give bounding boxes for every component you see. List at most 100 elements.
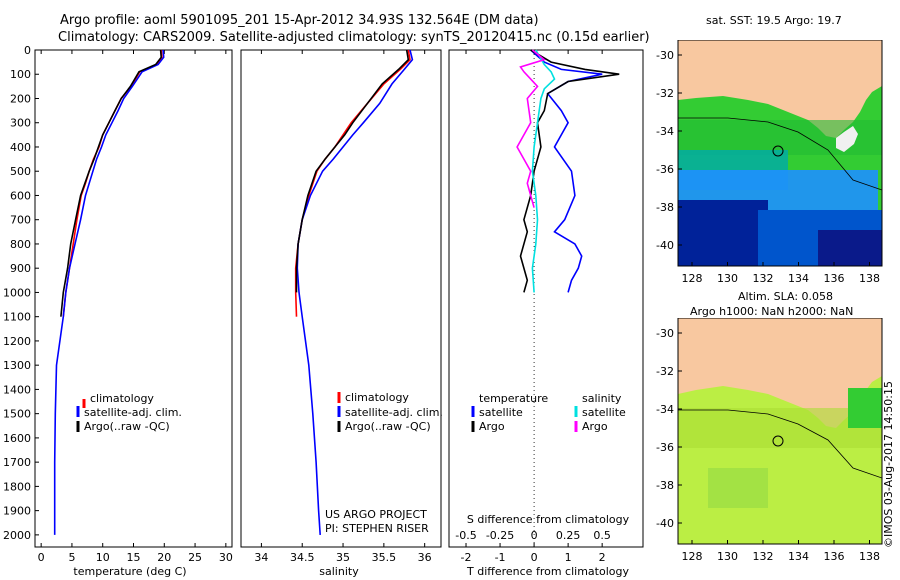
temp-ytick-label: 900 — [10, 262, 31, 275]
map1-ytick-label: -38 — [656, 201, 674, 214]
diff-x2tick-label: 0.25 — [556, 529, 581, 542]
salinity-plot-frame — [240, 49, 442, 548]
sal-legend-satellite: satellite-adj. clim. — [345, 406, 443, 419]
sal-legend-argo: Argo(..raw -QC) — [345, 420, 431, 433]
map1-xtick-label: 138 — [859, 272, 880, 285]
map1-xtick-label: 132 — [753, 272, 774, 285]
map2-title-line2: Argo h1000: NaN h2000: NaN — [690, 305, 854, 318]
map1-xtick-label: 134 — [788, 272, 809, 285]
map1-ytick-label: -34 — [656, 125, 674, 138]
temp-legend-satellite: satellite-adj. clim. — [84, 406, 182, 419]
temp-ytick-label: 400 — [10, 141, 31, 154]
salinity-x-label: salinity — [319, 565, 359, 578]
map1-xtick-label: 128 — [682, 272, 703, 285]
map2-xtick-label: 138 — [859, 550, 880, 563]
diff-xtick-label: -2 — [461, 551, 472, 564]
temp-legend-climatology: climatology — [90, 392, 154, 405]
temp-ytick-label: 1300 — [3, 359, 31, 372]
map2-xtick-label: 130 — [717, 550, 738, 563]
pi-annotation: PI: STEPHEN RISER — [325, 522, 429, 535]
sla-map: -30 -32 -34 -36 -38 -40 128 130 132 134 136 138 — [656, 318, 883, 563]
temp-ytick-label: 1600 — [3, 432, 31, 445]
sal-xtick-label: 35 — [336, 551, 350, 564]
temp-xtick-label: 5 — [68, 551, 75, 564]
temp-xtick-label: 15 — [127, 551, 141, 564]
sal-xtick-label: 35.5 — [372, 551, 397, 564]
diff-legend-sal-satellite: satellite — [582, 406, 626, 419]
temp-ytick-label: 1500 — [3, 408, 31, 421]
map1-ytick-label: -30 — [656, 49, 674, 62]
map1-ytick-label: -32 — [656, 87, 674, 100]
map2-xtick-label: 132 — [753, 550, 774, 563]
diff-xtick-label: -1 — [495, 551, 506, 564]
diff-legend-temp-argo: Argo — [479, 420, 505, 433]
salinity-legend: climatology satellite-adj. clim. Argo(..… — [337, 391, 443, 433]
temp-ytick-label: 1700 — [3, 456, 31, 469]
map1-ytick-label: -40 — [656, 239, 674, 252]
figure-title-line2: Climatology: CARS2009. Satellite-adjuste… — [58, 30, 650, 45]
sal-xtick-label: 34.5 — [290, 551, 315, 564]
map2-ytick-label: -34 — [656, 403, 674, 416]
temp-series-2 — [60, 49, 163, 317]
sal-legend-climatology: climatology — [345, 391, 409, 404]
s-difference-label: S difference from climatology — [467, 513, 630, 526]
diff-legend-salinity-title: salinity — [582, 392, 622, 405]
diff-series-3 — [516, 49, 546, 208]
temp-ytick-label: 0 — [24, 44, 31, 57]
diff-series-1 — [519, 49, 620, 293]
temp-ytick-label: 200 — [10, 92, 31, 105]
temp-xtick-label: 30 — [219, 551, 233, 564]
temp-xtick-label: 0 — [38, 551, 45, 564]
diff-x2tick-label: 0 — [531, 529, 538, 542]
salinity-profile-chart: 34 34.5 35 35.5 36 climatology satellite-adj… — [240, 49, 443, 578]
sal-xtick-label: 36 — [418, 551, 432, 564]
map1-argo-location-marker — [772, 145, 784, 157]
diff-series-2 — [531, 49, 556, 293]
sal-xtick-label: 34 — [254, 551, 268, 564]
map2-xtick-label: 134 — [788, 550, 809, 563]
temp-ytick-label: 1400 — [3, 383, 31, 396]
side-stamp: ©IMOS 03-Aug-2017 14:50:15 — [882, 381, 895, 548]
temp-series-1 — [53, 49, 165, 535]
temp-legend-argo: Argo(..raw -QC) — [84, 420, 170, 433]
temp-xtick-label: 25 — [188, 551, 202, 564]
temp-ytick-label: 700 — [10, 214, 31, 227]
map2-argo-location-marker — [772, 435, 784, 447]
temperature-plot-frame — [34, 49, 233, 548]
temp-ytick-label: 600 — [10, 189, 31, 202]
map2-ytick-label: -32 — [656, 365, 674, 378]
temperature-legend: climatology satellite-adj. clim. Argo(..… — [76, 392, 182, 433]
figure-title-line1: Argo profile: aoml 5901095_201 15-Apr-20… — [60, 13, 539, 28]
sal-series-1 — [296, 49, 414, 535]
map2-ytick-label: -36 — [656, 441, 674, 454]
difference-legend: temperature satellite Argo salinity sate… — [471, 392, 626, 433]
difference-profile-chart: -2 -1 0 1 2 -0.5 -0.25 0 0.25 0.5 temperature sa… — [448, 49, 644, 578]
diff-legend-sal-argo: Argo — [582, 420, 608, 433]
diff-series-0 — [530, 49, 603, 293]
map2-title-line1: Altim. SLA: 0.058 — [738, 290, 834, 303]
map1-xtick-label: 130 — [717, 272, 738, 285]
temp-ytick-label: 500 — [10, 165, 31, 178]
temp-ytick-label: 800 — [10, 238, 31, 251]
diff-legend-temp-satellite: satellite — [479, 406, 523, 419]
map2-xtick-label: 136 — [824, 550, 845, 563]
map2-ytick-label: -38 — [656, 479, 674, 492]
diff-x2tick-label: -0.25 — [486, 529, 514, 542]
temp-ytick-label: 1100 — [3, 311, 31, 324]
map2-ytick-label: -30 — [656, 327, 674, 340]
t-difference-label: T difference from climatology — [466, 565, 629, 578]
temp-xtick-label: 20 — [157, 551, 171, 564]
diff-x2tick-label: 0.5 — [593, 529, 611, 542]
temp-xtick-label: 10 — [96, 551, 110, 564]
temp-ytick-label: 1200 — [3, 335, 31, 348]
temp-ytick-label: 100 — [10, 68, 31, 81]
map1-xtick-label: 136 — [824, 272, 845, 285]
sal-series-2 — [295, 49, 410, 293]
temp-ytick-label: 300 — [10, 117, 31, 130]
diff-xtick-label: 0 — [531, 551, 538, 564]
temp-ytick-label: 1800 — [3, 480, 31, 493]
temp-ytick-label: 2000 — [3, 529, 31, 542]
diff-legend-temperature-title: temperature — [479, 392, 548, 405]
difference-plot-frame — [448, 49, 644, 548]
diff-xtick-label: 1 — [565, 551, 572, 564]
